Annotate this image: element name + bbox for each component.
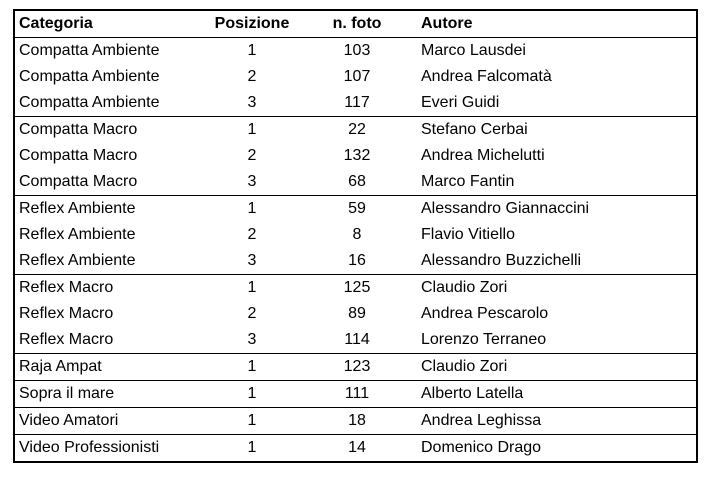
cell-autore: Alessandro Giannaccini bbox=[421, 200, 590, 217]
cell-n-foto: 117 bbox=[344, 94, 370, 111]
cell-n-foto: 18 bbox=[348, 412, 366, 429]
cell-categoria: Sopra il mare bbox=[19, 385, 115, 402]
cell-n-foto: 59 bbox=[348, 200, 366, 217]
cell-posizione: 3 bbox=[247, 94, 257, 111]
cell-categoria: Compatta Macro bbox=[19, 147, 138, 164]
cell-categoria: Reflex Ambiente bbox=[19, 252, 136, 269]
table-row: Compatta Ambiente 1 103 Marco Lausdei bbox=[14, 38, 697, 65]
category-group: Sopra il mare 1 111 Alberto Latella bbox=[14, 381, 697, 408]
cell-autore: Stefano Cerbai bbox=[421, 121, 528, 138]
cell-n-foto: 114 bbox=[344, 331, 370, 348]
cell-posizione: 1 bbox=[247, 279, 257, 296]
cell-autore: Andrea Falcomatà bbox=[421, 68, 552, 85]
table-row: Reflex Macro 1 125 Claudio Zori bbox=[14, 275, 697, 302]
cell-autore: Alberto Latella bbox=[421, 385, 524, 402]
cell-categoria: Compatta Ambiente bbox=[19, 68, 160, 85]
cell-categoria: Reflex Macro bbox=[19, 331, 114, 348]
table-row: Reflex Ambiente 3 16 Alessandro Buzzichelli bbox=[14, 248, 697, 275]
cell-posizione: 2 bbox=[247, 305, 257, 322]
table-row: Compatta Ambiente 2 107 Andrea Falcomatà bbox=[14, 64, 697, 90]
cell-n-foto: 111 bbox=[344, 385, 370, 402]
cell-autore: Andrea Leghissa bbox=[421, 412, 542, 429]
table-row: Reflex Macro 3 114 Lorenzo Terraneo bbox=[14, 327, 697, 354]
cell-posizione: 2 bbox=[247, 147, 257, 164]
cell-posizione: 2 bbox=[247, 226, 257, 243]
cell-n-foto: 68 bbox=[348, 173, 366, 190]
table-row: Video Amatori 1 18 Andrea Leghissa bbox=[14, 408, 697, 435]
cell-posizione: 1 bbox=[247, 385, 257, 402]
header-row: Categoria Posizione n. foto Autore bbox=[14, 10, 697, 38]
cell-categoria: Video Amatori bbox=[19, 412, 119, 429]
cell-autore: Alessandro Buzzichelli bbox=[421, 252, 582, 269]
cell-posizione: 1 bbox=[247, 121, 257, 138]
table-row: Reflex Macro 2 89 Andrea Pescarolo bbox=[14, 301, 697, 327]
cell-categoria: Reflex Ambiente bbox=[19, 226, 136, 243]
cell-categoria: Compatta Macro bbox=[19, 173, 138, 190]
cell-posizione: 3 bbox=[247, 331, 257, 348]
table-row: Compatta Macro 1 22 Stefano Cerbai bbox=[14, 117, 697, 144]
table-row: Video Professionisti 1 14 Domenico Drago bbox=[14, 435, 697, 463]
cell-posizione: 3 bbox=[247, 252, 257, 269]
cell-n-foto: 107 bbox=[343, 68, 371, 85]
cell-autore: Domenico Drago bbox=[421, 439, 542, 456]
cell-categoria: Raja Ampat bbox=[19, 358, 102, 375]
header-categoria: Categoria bbox=[19, 15, 93, 32]
cell-categoria: Compatta Ambiente bbox=[19, 94, 160, 111]
cell-posizione: 1 bbox=[247, 358, 257, 375]
table-row: Reflex Ambiente 2 8 Flavio Vitiello bbox=[14, 222, 697, 248]
cell-categoria: Reflex Ambiente bbox=[19, 200, 136, 217]
cell-autore: Claudio Zori bbox=[421, 358, 508, 375]
table-header: Categoria Posizione n. foto Autore bbox=[14, 10, 697, 38]
results-table-container: Categoria Posizione n. foto Autore Compa… bbox=[13, 9, 698, 463]
category-group: Video Amatori 1 18 Andrea Leghissa bbox=[14, 408, 697, 435]
cell-n-foto: 132 bbox=[343, 147, 371, 164]
cell-categoria: Reflex Macro bbox=[19, 305, 114, 322]
header-autore: Autore bbox=[421, 15, 473, 32]
table-row: Compatta Macro 2 132 Andrea Michelutti bbox=[14, 143, 697, 169]
table-row: Reflex Ambiente 1 59 Alessandro Giannaccini bbox=[14, 196, 697, 223]
cell-categoria: Reflex Macro bbox=[19, 279, 114, 296]
category-group: Video Professionisti 1 14 Domenico Drago bbox=[14, 435, 697, 463]
cell-n-foto: 89 bbox=[348, 305, 366, 322]
cell-autore: Marco Lausdei bbox=[421, 42, 526, 59]
cell-posizione: 3 bbox=[247, 173, 257, 190]
header-posizione: Posizione bbox=[214, 15, 290, 32]
cell-autore: Andrea Michelutti bbox=[421, 147, 545, 164]
table-row: Sopra il mare 1 111 Alberto Latella bbox=[14, 381, 697, 408]
cell-posizione: 1 bbox=[247, 42, 257, 59]
category-group: Reflex Ambiente 1 59 Alessandro Giannaccini… bbox=[14, 196, 697, 275]
category-group: Reflex Macro 1 125 Claudio Zori Reflex Macro… bbox=[14, 275, 697, 354]
cell-autore: Andrea Pescarolo bbox=[421, 305, 549, 322]
cell-n-foto: 22 bbox=[348, 121, 366, 138]
cell-autore: Flavio Vitiello bbox=[421, 226, 515, 243]
category-group: Compatta Macro 1 22 Stefano Cerbai Compatta … bbox=[14, 117, 697, 196]
cell-autore: Claudio Zori bbox=[421, 279, 508, 296]
cell-autore: Lorenzo Terraneo bbox=[421, 331, 547, 348]
cell-autore: Marco Fantin bbox=[421, 173, 515, 190]
results-table: Categoria Posizione n. foto Autore Compa… bbox=[13, 9, 698, 463]
cell-categoria: Video Professionisti bbox=[19, 439, 160, 456]
cell-n-foto: 123 bbox=[343, 358, 371, 375]
cell-n-foto: 103 bbox=[343, 42, 371, 59]
cell-posizione: 1 bbox=[247, 412, 257, 429]
cell-posizione: 1 bbox=[247, 200, 257, 217]
cell-categoria: Compatta Ambiente bbox=[19, 42, 160, 59]
cell-n-foto: 14 bbox=[348, 439, 366, 456]
cell-posizione: 2 bbox=[247, 68, 257, 85]
cell-n-foto: 125 bbox=[343, 279, 371, 296]
header-n-foto: n. foto bbox=[332, 15, 382, 32]
category-group: Raja Ampat 1 123 Claudio Zori bbox=[14, 354, 697, 381]
cell-n-foto: 16 bbox=[348, 252, 366, 269]
table-row: Compatta Macro 3 68 Marco Fantin bbox=[14, 169, 697, 196]
cell-n-foto: 8 bbox=[352, 226, 362, 243]
category-group: Compatta Ambiente 1 103 Marco Lausdei Compat… bbox=[14, 38, 697, 117]
cell-autore: Everi Guidi bbox=[421, 94, 500, 111]
table-row: Compatta Ambiente 3 117 Everi Guidi bbox=[14, 90, 697, 117]
table-row: Raja Ampat 1 123 Claudio Zori bbox=[14, 354, 697, 381]
cell-categoria: Compatta Macro bbox=[19, 121, 138, 138]
cell-posizione: 1 bbox=[247, 439, 257, 456]
